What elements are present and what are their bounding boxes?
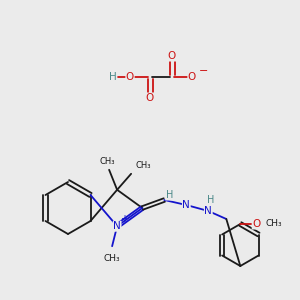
Text: H: H	[166, 190, 173, 200]
Text: O: O	[168, 51, 176, 61]
Text: H: H	[207, 195, 214, 205]
Text: +: +	[120, 214, 128, 224]
Text: O: O	[126, 72, 134, 82]
Text: O: O	[252, 219, 260, 229]
Text: N: N	[204, 206, 212, 216]
Text: CH₃: CH₃	[265, 220, 282, 229]
Text: O: O	[146, 93, 154, 103]
Text: O: O	[188, 72, 196, 82]
Text: CH₃: CH₃	[104, 254, 120, 263]
Text: N: N	[113, 221, 121, 231]
Text: N: N	[182, 200, 190, 210]
Text: −: −	[199, 66, 208, 76]
Text: H: H	[109, 72, 117, 82]
Text: CH₃: CH₃	[135, 161, 151, 170]
Text: CH₃: CH₃	[99, 157, 115, 166]
